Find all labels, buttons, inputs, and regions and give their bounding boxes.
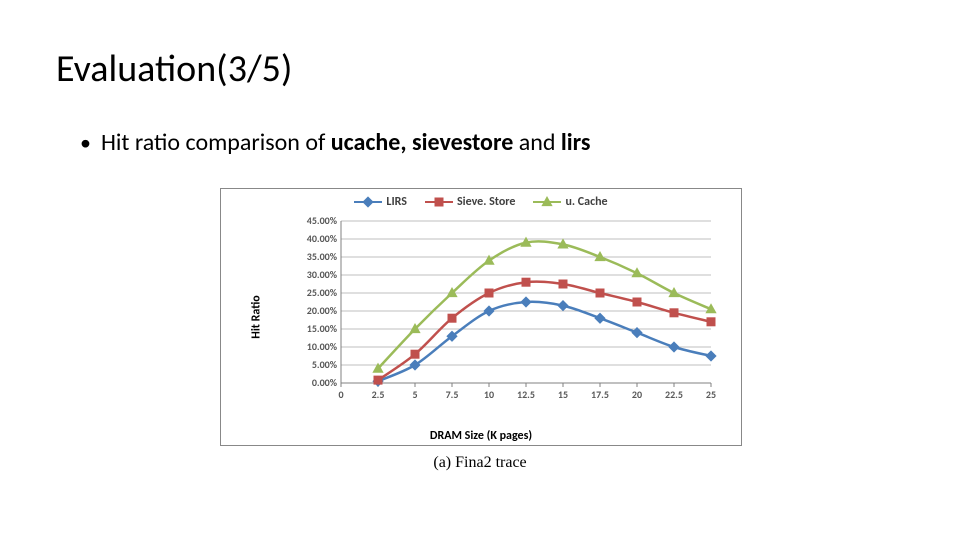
legend-label: LIRS bbox=[386, 195, 407, 209]
bullet-mid: and bbox=[513, 128, 561, 157]
slide: Evaluation(3/5) • Hit ratio comparison o… bbox=[0, 0, 960, 540]
chart-caption: (a) Fina2 trace bbox=[220, 454, 740, 472]
svg-text:30.00%: 30.00% bbox=[307, 268, 338, 281]
legend-line-icon bbox=[425, 201, 453, 204]
legend-label: Sieve. Store bbox=[457, 195, 515, 209]
svg-text:17.5: 17.5 bbox=[591, 388, 609, 401]
bullet-bold-lirs: lirs bbox=[561, 128, 591, 157]
legend-item-sieve-store: Sieve. Store bbox=[425, 195, 515, 209]
svg-text:10: 10 bbox=[484, 388, 494, 401]
y-axis-label: Hit Ratio bbox=[250, 295, 264, 338]
svg-text:2.5: 2.5 bbox=[372, 388, 385, 401]
svg-text:45.00%: 45.00% bbox=[307, 215, 338, 227]
bullet-prefix: Hit ratio comparison of bbox=[101, 128, 331, 157]
svg-text:5.00%: 5.00% bbox=[312, 358, 338, 371]
bullet-line: • Hit ratio comparison of ucache, sieves… bbox=[80, 128, 591, 157]
legend-item-lirs: LIRS bbox=[354, 195, 407, 209]
svg-text:25: 25 bbox=[706, 388, 716, 401]
chart-container: LIRS Sieve. Store u. Cache Hit Ratio 0.00%… bbox=[220, 188, 742, 446]
bullet-sep: , bbox=[400, 128, 412, 157]
chart-svg: 0.00% 5.00% 10.00% 15.00% 20.00% 25.00% 30.00%… bbox=[291, 215, 719, 411]
page-title: Evaluation(3/5) bbox=[56, 46, 292, 92]
svg-text:22.5: 22.5 bbox=[665, 388, 683, 401]
svg-text:0.00%: 0.00% bbox=[312, 376, 338, 389]
chart-legend: LIRS Sieve. Store u. Cache bbox=[221, 195, 741, 209]
svg-text:15: 15 bbox=[558, 388, 568, 401]
svg-text:15.00%: 15.00% bbox=[307, 322, 338, 335]
svg-text:5: 5 bbox=[412, 388, 417, 401]
svg-text:0: 0 bbox=[338, 388, 343, 401]
svg-text:10.00%: 10.00% bbox=[307, 340, 338, 353]
svg-text:40.00%: 40.00% bbox=[307, 232, 338, 245]
svg-text:12.5: 12.5 bbox=[517, 388, 535, 401]
svg-text:20.00%: 20.00% bbox=[307, 304, 338, 317]
svg-text:20: 20 bbox=[632, 388, 642, 401]
svg-text:35.00%: 35.00% bbox=[307, 250, 338, 263]
svg-text:25.00%: 25.00% bbox=[307, 286, 338, 299]
legend-item-u-cache: u. Cache bbox=[533, 195, 607, 209]
svg-text:7.5: 7.5 bbox=[446, 388, 459, 401]
legend-line-icon bbox=[533, 201, 561, 204]
x-axis-label: DRAM Size (K pages) bbox=[221, 429, 741, 443]
bullet-bold-ucache: ucache bbox=[331, 128, 401, 157]
legend-line-icon bbox=[354, 201, 382, 204]
legend-label: u. Cache bbox=[565, 195, 607, 209]
bullet-bold-sievestore: sievestore bbox=[412, 128, 513, 157]
chart-plot-area: 0.00% 5.00% 10.00% 15.00% 20.00% 25.00% 30.00%… bbox=[291, 215, 719, 411]
bullet-text: Hit ratio comparison of ucache, sievesto… bbox=[101, 128, 591, 157]
bullet-dot: • bbox=[80, 129, 91, 156]
